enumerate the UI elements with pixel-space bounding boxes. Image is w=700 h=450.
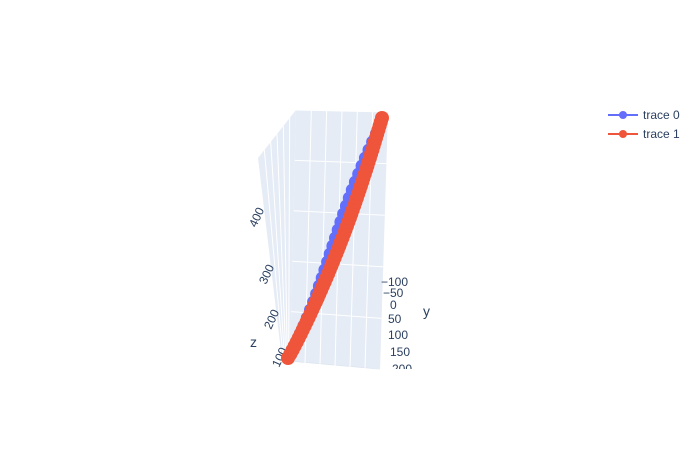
y-tick-label: −50 <box>383 286 404 300</box>
series-layer <box>281 111 389 365</box>
legend-label: trace 1 <box>643 127 680 141</box>
legend-label: trace 0 <box>643 108 680 122</box>
y-tick-label: 100 <box>388 328 408 342</box>
y-tick-label: 200 <box>392 362 412 376</box>
gridline-x <box>276 133 287 362</box>
gridline-x <box>270 141 286 361</box>
legend-swatch-marker <box>619 130 627 138</box>
y-axis-title: y <box>423 303 430 319</box>
gridline-x <box>282 125 288 362</box>
legend: trace 0 trace 1 <box>608 108 680 141</box>
gridline-x <box>263 149 284 361</box>
gridline-y <box>319 110 328 365</box>
legend-item-trace-0[interactable]: trace 0 <box>608 108 680 122</box>
gridline-y <box>349 111 358 368</box>
legend-item-trace-1[interactable]: trace 1 <box>608 127 680 141</box>
y-tick-label: 150 <box>390 345 410 359</box>
z-axis-title: z <box>250 334 257 350</box>
y-tick-label: −100 <box>381 275 408 289</box>
y-tick-label: 0 <box>390 298 397 312</box>
gridline-x <box>288 117 291 362</box>
legend-swatch-marker <box>619 111 627 119</box>
y-tick-label: 50 <box>388 312 402 326</box>
trace-1-marker <box>375 111 389 125</box>
y-tick-labels: −100 −50 0 50 100 150 200 <box>381 275 412 376</box>
